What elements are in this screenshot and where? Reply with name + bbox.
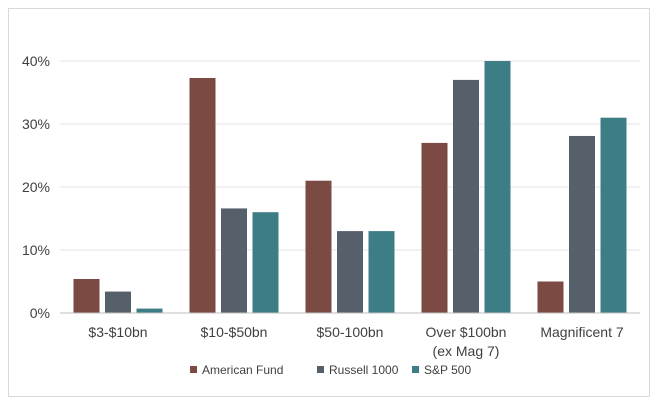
bar-american-fund-3 <box>421 142 448 313</box>
legend-label: Russell 1000 <box>329 363 399 377</box>
bars <box>73 61 627 314</box>
x-category-label: Magnificent 7 <box>540 324 623 340</box>
x-category-label: $50-100bn <box>317 324 384 340</box>
legend-swatch <box>317 366 324 373</box>
bar-american-fund-2 <box>305 180 332 313</box>
bar-american-fund-0 <box>73 278 100 313</box>
bar-russell-1000-0 <box>105 291 131 313</box>
gridlines <box>60 60 640 251</box>
legend-swatch <box>190 366 197 373</box>
legend: American Fund Russell 1000 S&P 500 <box>190 363 471 377</box>
x-axis-categories: $3-$10bn $10-$50bn $50-100bn Over $100bn (ex… <box>88 324 623 359</box>
y-tick-label: 20% <box>22 179 50 195</box>
y-tick-label: 40% <box>22 53 50 69</box>
bar-s-p-500-2 <box>368 231 395 313</box>
bar-russell-1000-3 <box>453 79 479 314</box>
legend-label: S&P 500 <box>424 363 471 377</box>
x-category-label: (ex Mag 7) <box>433 343 500 359</box>
bar-s-p-500-3 <box>484 61 511 313</box>
y-tick-label: 10% <box>22 242 50 258</box>
x-category-label: Over $100bn <box>426 324 507 340</box>
bar-american-fund-1 <box>189 78 216 313</box>
bar-american-fund-4 <box>537 281 564 313</box>
bar-s-p-500-1 <box>252 212 279 313</box>
bar-russell-1000-4 <box>569 135 595 313</box>
legend-label: American Fund <box>202 363 283 377</box>
y-tick-label: 30% <box>22 116 50 132</box>
bar-s-p-500-0 <box>136 308 163 313</box>
x-category-label: $3-$10bn <box>88 324 147 340</box>
y-axis-ticks: 0% 10% 20% 30% 40% <box>22 53 50 321</box>
x-category-label: $10-$50bn <box>201 324 268 340</box>
legend-swatch <box>412 366 419 373</box>
bar-russell-1000-2 <box>337 231 363 313</box>
bar-russell-1000-1 <box>221 208 247 313</box>
y-tick-label: 0% <box>30 305 50 321</box>
bar-s-p-500-4 <box>600 117 627 313</box>
